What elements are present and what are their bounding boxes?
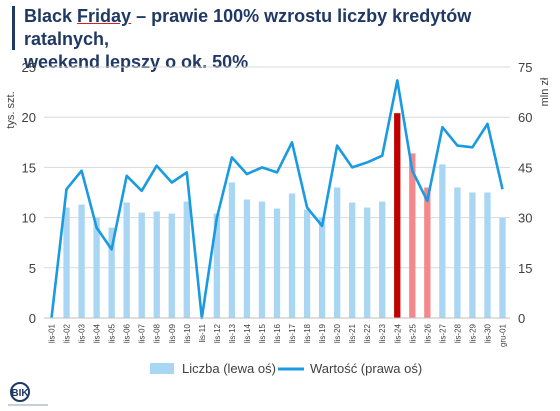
title-underlined-word: Friday (77, 6, 132, 26)
bar-lis-20 (333, 187, 341, 318)
x-tick-label: lis-14 (243, 323, 252, 343)
bar-series (63, 113, 506, 319)
x-tick-label: lis-07 (138, 323, 147, 343)
x-tick-label: lis-01 (48, 323, 57, 343)
right-tick-label: 0 (518, 311, 525, 326)
x-tick-label: lis-26 (423, 323, 432, 343)
x-tick-label: lis-28 (453, 323, 462, 343)
bar-lis-29 (469, 192, 476, 318)
x-tick-label: lis-18 (303, 323, 312, 343)
bar-lis-17 (288, 193, 296, 318)
right-tick-label: 75 (518, 60, 532, 75)
bar-lis-13 (228, 182, 236, 318)
x-tick-label: gru-01 (498, 323, 507, 347)
x-tick-label: lis-23 (378, 323, 387, 343)
chart-axes: 0 5 10 15 20 25 0 15 30 45 60 75 tys. szt. mln zł lis-… (5, 60, 551, 347)
x-tick-label: lis-22 (363, 323, 372, 343)
right-tick-label: 15 (518, 261, 532, 276)
bar-lis-03 (78, 204, 85, 318)
x-tick-label: lis-30 (483, 323, 492, 343)
bar-lis-19 (318, 217, 326, 318)
logo-text: BIK (11, 388, 29, 399)
right-axis-label: mln zł (539, 77, 551, 106)
x-tick-label: lis-05 (108, 323, 117, 343)
x-tick-label: lis-11 (198, 323, 207, 342)
chart-legend: Liczba (lewa oś) Wartość (prawa oś) (150, 361, 422, 376)
bar-lis-08 (153, 211, 160, 318)
title-part-2: – prawie 100% wzrostu liczby kredytów ra… (24, 6, 472, 49)
bar-lis-18 (303, 209, 311, 318)
bar-lis-09 (168, 213, 175, 318)
bar-lis-16 (273, 208, 281, 318)
x-tick-label: lis-17 (288, 323, 297, 343)
bar-lis-21 (349, 202, 356, 318)
left-tick-label: 25 (22, 60, 36, 75)
left-tick-label: 20 (22, 110, 36, 125)
x-tick-label: lis-16 (273, 323, 282, 343)
bar-lis-23 (379, 201, 386, 318)
x-tick-label: lis-04 (93, 323, 102, 343)
left-tick-label: 5 (29, 261, 36, 276)
x-tick-label: lis-08 (153, 323, 162, 343)
bar-lis-22 (364, 207, 371, 318)
bar-lis-12 (213, 213, 221, 318)
bar-lis-02 (63, 207, 70, 318)
left-tick-label: 15 (22, 160, 36, 175)
legend-swatch-liczba (150, 363, 174, 374)
legend-label-wartosc: Wartość (prawa oś) (310, 361, 422, 376)
line-series (50, 79, 504, 320)
x-tick-label: lis-12 (213, 323, 222, 343)
bar-lis-14 (243, 199, 251, 318)
title-part-1: Black (24, 6, 78, 26)
x-tick-label: lis-29 (468, 323, 477, 343)
bar-lis-24 (394, 113, 401, 319)
x-tick-label: lis-20 (333, 323, 342, 343)
line-wartosc (50, 79, 504, 320)
bik-logo: BIK (8, 382, 48, 406)
right-tick-label: 45 (518, 160, 532, 175)
bar-lis-30 (484, 192, 491, 318)
x-tick-label: lis-24 (393, 323, 402, 343)
bar-lis-04 (93, 217, 100, 318)
legend-label-liczba: Liczba (lewa oś) (182, 361, 276, 376)
right-tick-label: 30 (518, 211, 532, 226)
left-tick-label: 10 (22, 211, 36, 226)
x-tick-label: lis-06 (123, 323, 132, 343)
x-tick-label: lis-27 (438, 323, 447, 343)
x-tick-label: lis-02 (63, 323, 72, 343)
left-axis-label: tys. szt. (5, 91, 17, 128)
right-tick-label: 60 (518, 110, 532, 125)
bar-lis-15 (258, 201, 266, 318)
title-accent-bar (12, 6, 15, 50)
x-tick-label: lis-15 (258, 323, 267, 343)
x-tick-label: lis-19 (318, 323, 327, 343)
bar-lis-06 (123, 202, 130, 318)
x-tick-label: lis-21 (348, 323, 357, 343)
bar-lis-05 (108, 227, 115, 318)
x-tick-label: lis-09 (168, 323, 177, 343)
bar-lis-28 (454, 187, 461, 318)
bar-lis-27 (439, 164, 446, 318)
left-tick-label: 0 (29, 311, 36, 326)
bar-lis-07 (138, 212, 145, 318)
bar-lis-26 (424, 187, 431, 318)
x-tick-label: lis-13 (228, 323, 237, 343)
bar-lis-10 (183, 201, 190, 318)
bar-lis-25 (409, 153, 416, 318)
bar-gru-01 (499, 217, 506, 318)
x-tick-label: lis-03 (78, 323, 87, 343)
x-tick-label: lis-25 (408, 323, 417, 343)
x-tick-label: lis-10 (183, 323, 192, 343)
